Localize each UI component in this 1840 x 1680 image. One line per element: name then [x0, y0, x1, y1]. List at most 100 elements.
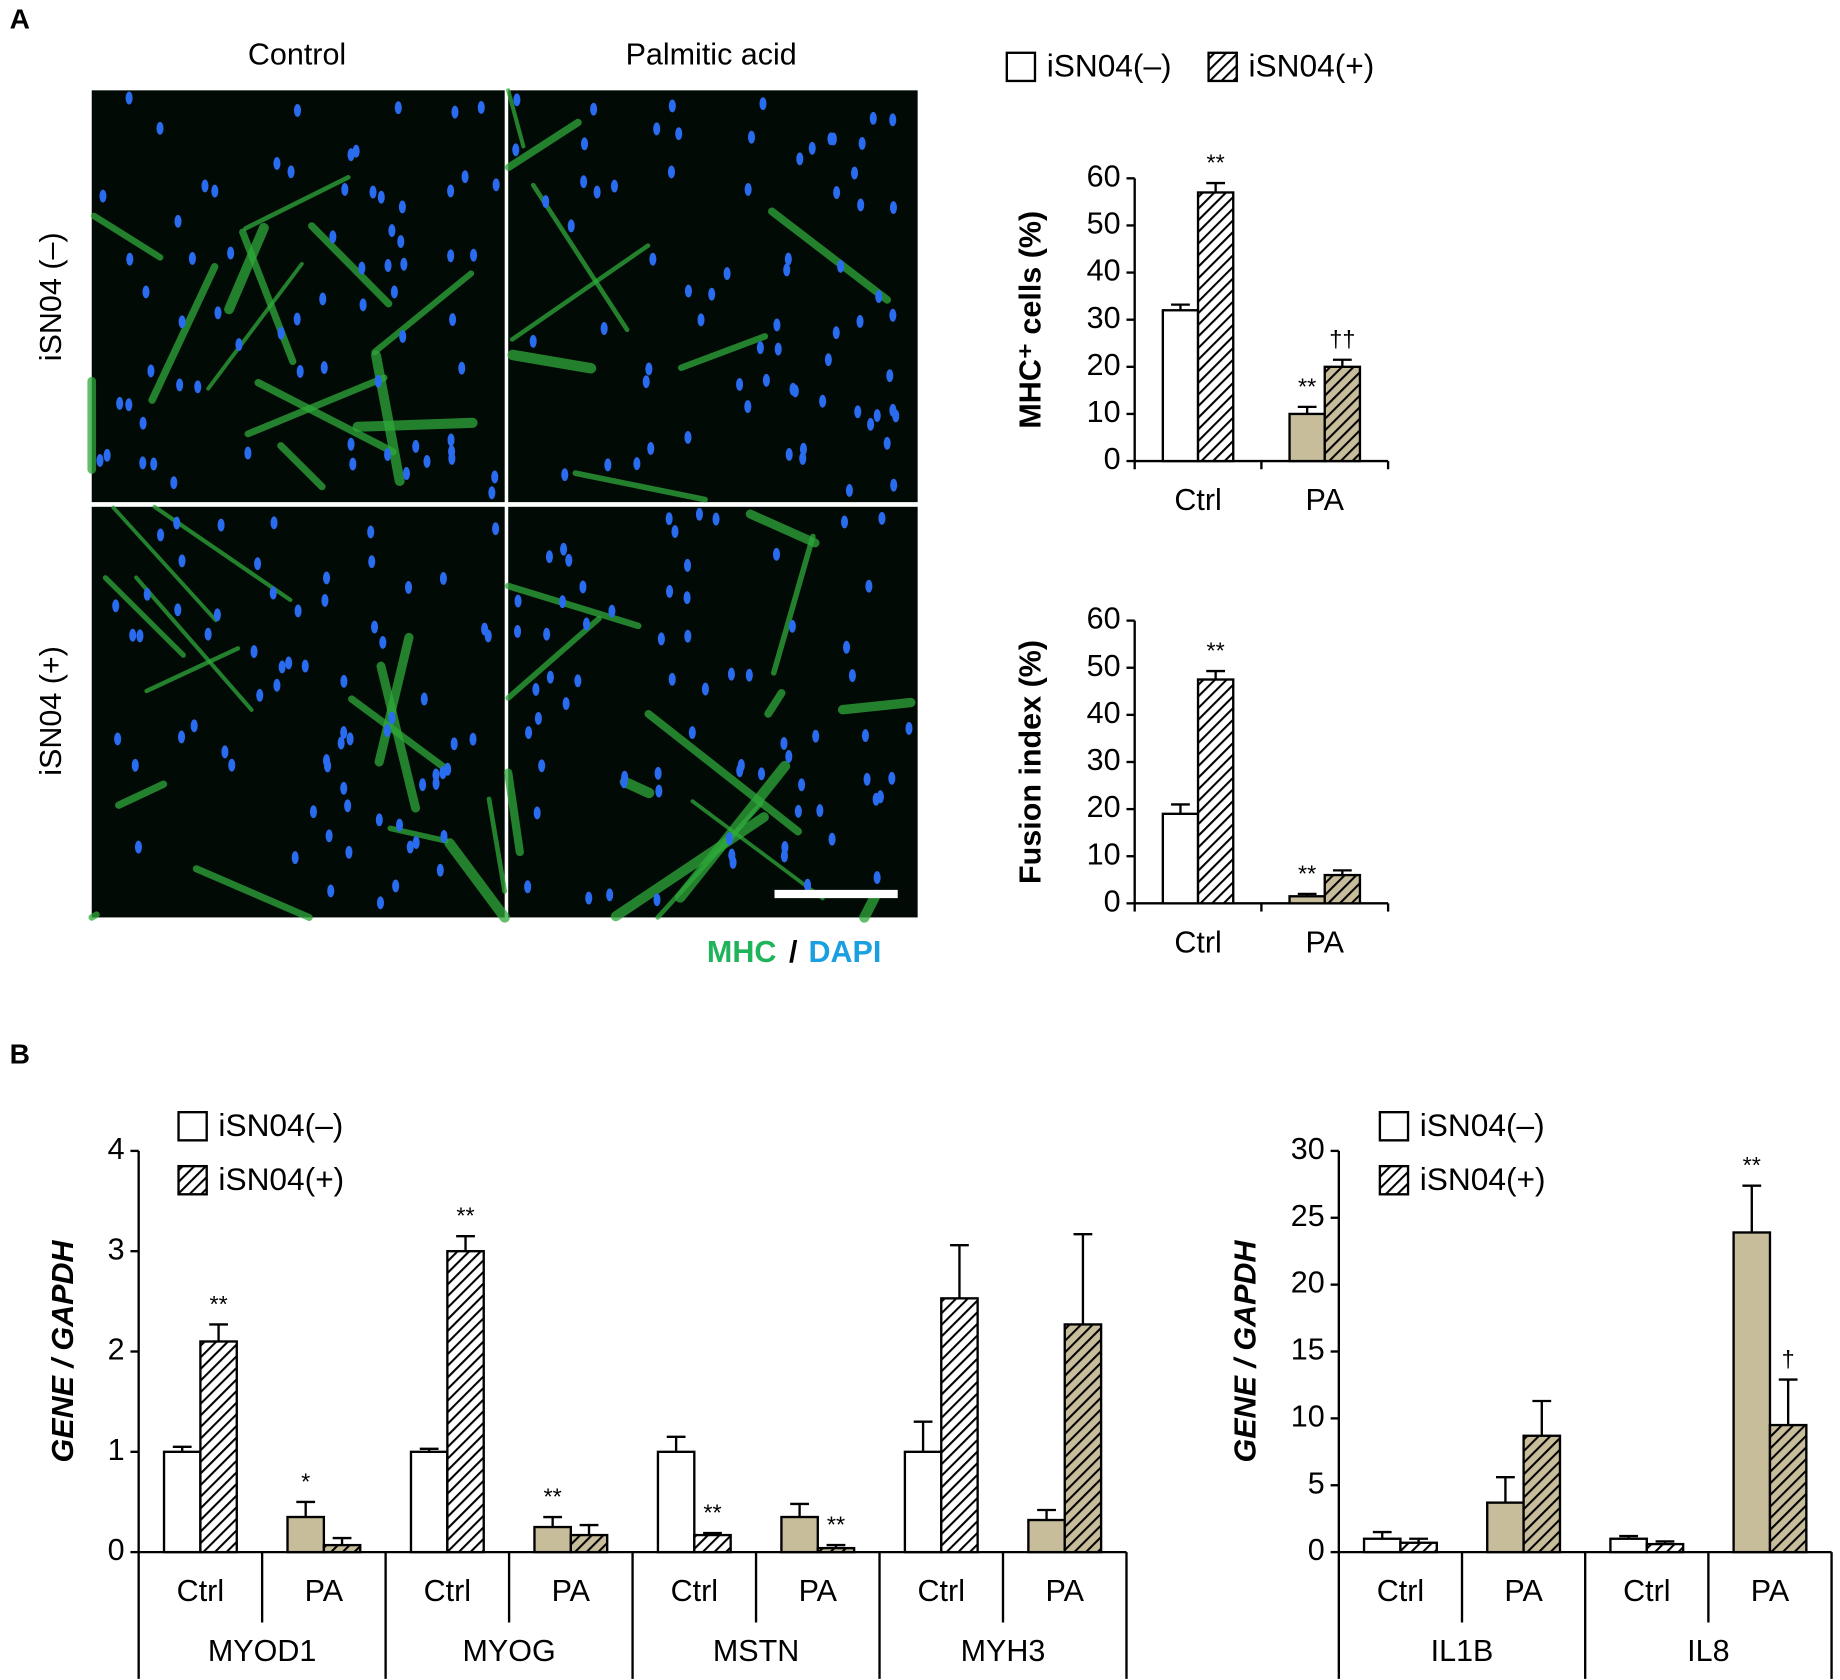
y-tick-label: 0	[1104, 884, 1121, 918]
bar	[1196, 678, 1235, 905]
nucleus	[774, 342, 782, 356]
nucleus	[349, 457, 357, 471]
x-tick-label: Ctrl	[1174, 925, 1221, 959]
nucleus	[832, 326, 840, 340]
myotube	[144, 646, 241, 694]
bar	[162, 1450, 202, 1554]
nucleus	[533, 806, 541, 820]
nucleus	[447, 433, 455, 447]
nucleus	[886, 369, 894, 383]
nucleus	[580, 175, 588, 189]
myotube	[134, 575, 254, 712]
nucleus	[789, 382, 797, 396]
nucleus	[567, 219, 575, 233]
nucleus	[449, 313, 457, 327]
nucleus	[439, 766, 447, 780]
nucleus	[546, 670, 554, 684]
error-bar	[1655, 1540, 1675, 1545]
x-tick-label: Ctrl	[671, 1574, 718, 1608]
nucleus	[337, 736, 345, 750]
panel-label: A	[10, 4, 30, 35]
y-tick-label: 0	[1104, 442, 1121, 476]
nucleus	[633, 457, 641, 471]
x-tick-label: Ctrl	[177, 1574, 224, 1608]
myotube	[678, 333, 769, 372]
nucleus	[667, 165, 675, 179]
column-label: Palmitic acid	[626, 37, 797, 71]
myotube	[859, 889, 882, 923]
bar	[1522, 1434, 1562, 1554]
nucleus	[447, 184, 455, 198]
nucleus	[395, 818, 404, 832]
nucleus	[857, 198, 865, 212]
error-bar	[790, 1502, 809, 1518]
myotube	[507, 349, 597, 374]
nucleus	[484, 629, 492, 643]
nucleus	[861, 729, 869, 742]
nucleus	[347, 437, 355, 451]
nucleus	[747, 130, 756, 144]
error-bar	[332, 1536, 352, 1546]
legend-swatch	[1207, 51, 1238, 83]
nucleus	[325, 829, 333, 843]
bar	[569, 1533, 609, 1554]
myotube	[244, 374, 388, 438]
nucleus	[665, 512, 673, 526]
bar	[656, 1450, 696, 1554]
y-tick-label: 30	[1291, 1132, 1325, 1166]
nucleus	[538, 759, 546, 773]
nucleus	[514, 594, 522, 608]
nucleus	[513, 93, 521, 107]
significance-label: **	[1298, 373, 1316, 399]
nucleus	[762, 373, 770, 387]
nucleus	[379, 636, 387, 649]
nucleus	[593, 185, 601, 199]
bar	[1609, 1537, 1648, 1554]
bar	[1161, 309, 1200, 463]
nucleus	[890, 478, 898, 492]
myotube	[504, 582, 642, 630]
nucleus	[560, 542, 568, 556]
myotube	[655, 800, 764, 920]
nucleus	[269, 586, 277, 600]
nucleus	[558, 595, 567, 609]
myotube	[308, 222, 393, 308]
nucleus	[439, 572, 447, 585]
myotube	[768, 207, 892, 304]
myotube	[837, 697, 916, 715]
nucleus	[773, 318, 781, 332]
bar	[1288, 412, 1326, 463]
myotube	[148, 263, 219, 404]
stain-label: MHC	[707, 935, 776, 969]
error-bar	[703, 1531, 722, 1536]
legend-swatch	[177, 1111, 208, 1142]
myotube	[509, 243, 651, 342]
x-tick-label: PA	[1504, 1574, 1543, 1608]
nucleus	[201, 179, 209, 193]
group-label: IL1B	[1431, 1634, 1494, 1668]
nucleus	[150, 457, 158, 471]
error-bar	[666, 1435, 686, 1452]
y-tick-label: 10	[1087, 395, 1121, 429]
nucleus	[488, 486, 496, 500]
myotube	[444, 838, 510, 923]
myotube	[371, 270, 475, 356]
nucleus	[384, 448, 392, 462]
nucleus	[701, 682, 709, 696]
nucleus	[562, 697, 570, 711]
nucleus	[103, 448, 111, 462]
nucleus	[397, 235, 405, 248]
error-bar	[913, 1420, 933, 1452]
y-tick-label: 60	[1087, 602, 1121, 636]
x-tick-label: PA	[1751, 1574, 1790, 1608]
nucleus	[889, 308, 897, 322]
nucleus	[785, 750, 793, 763]
error-bar	[1073, 1232, 1093, 1325]
nucleus	[744, 182, 752, 196]
y-tick-label: 2	[108, 1333, 125, 1367]
nucleus	[829, 132, 837, 146]
nucleus	[647, 441, 655, 455]
nucleus	[579, 580, 587, 594]
myotube	[610, 812, 769, 922]
nucleus	[543, 627, 551, 641]
